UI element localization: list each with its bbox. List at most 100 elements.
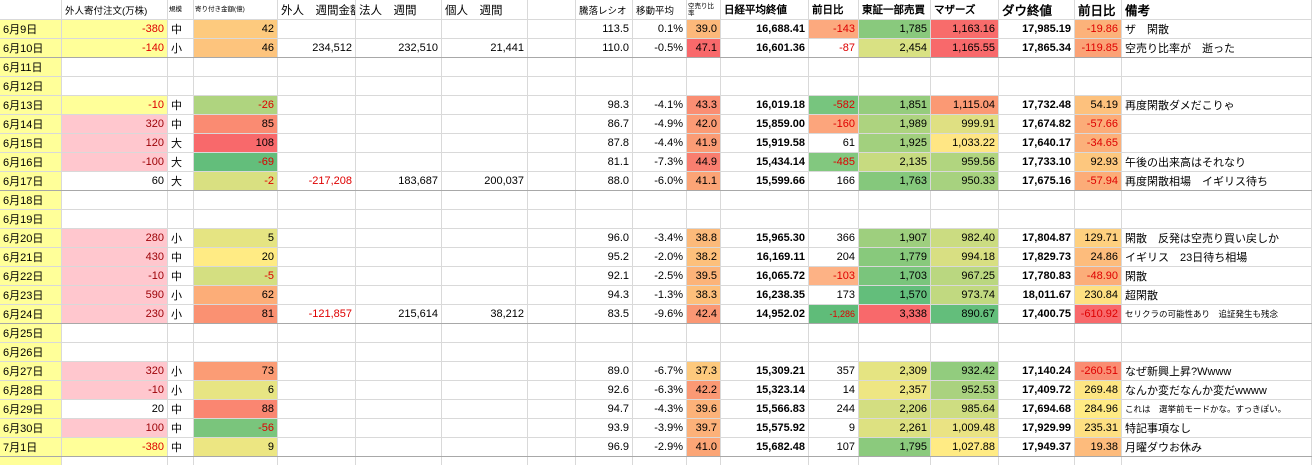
foreign-weekly-cell[interactable] — [278, 96, 356, 114]
spacer-cell[interactable] — [528, 305, 576, 323]
date-cell[interactable]: 6月23日 — [0, 286, 62, 304]
individual-weekly-cell[interactable] — [442, 153, 528, 171]
foreign-order-cell[interactable] — [62, 457, 168, 465]
updown-ratio-cell[interactable] — [576, 324, 633, 342]
individual-weekly-cell[interactable] — [442, 191, 528, 209]
foreign-order-cell[interactable] — [62, 58, 168, 76]
remarks-cell[interactable]: 空売り比率が 逝った — [1122, 39, 1312, 57]
short-ratio-cell[interactable] — [687, 210, 721, 228]
spacer-cell[interactable] — [528, 20, 576, 38]
dow-close-cell[interactable]: 18,011.67 — [999, 286, 1075, 304]
spacer-cell[interactable] — [528, 362, 576, 380]
column-header-short-ratio[interactable]: 空売り比率 — [687, 0, 721, 19]
spacer-cell[interactable] — [528, 134, 576, 152]
dow-close-cell[interactable] — [999, 324, 1075, 342]
short-ratio-cell[interactable]: 47.1 — [687, 39, 721, 57]
tse-volume-cell[interactable] — [859, 77, 931, 95]
foreign-weekly-cell[interactable] — [278, 419, 356, 437]
mothers-cell[interactable]: 994.18 — [931, 248, 999, 266]
remarks-cell[interactable]: 閑散 — [1122, 267, 1312, 285]
corporate-weekly-cell[interactable] — [356, 229, 442, 247]
opening-amount-cell[interactable]: 6 — [194, 381, 278, 399]
nikkei-close-cell[interactable]: 15,599.66 — [721, 172, 809, 190]
tse-volume-cell[interactable]: 1,570 — [859, 286, 931, 304]
dow-close-cell[interactable] — [999, 343, 1075, 361]
foreign-order-cell[interactable]: -10 — [62, 267, 168, 285]
dow-close-cell[interactable]: 17,804.87 — [999, 229, 1075, 247]
individual-weekly-cell[interactable] — [442, 457, 528, 465]
dow-change-cell[interactable]: 54.19 — [1075, 96, 1122, 114]
tse-volume-cell[interactable] — [859, 457, 931, 465]
short-ratio-cell[interactable] — [687, 457, 721, 465]
moving-average-cell[interactable]: -9.6% — [633, 305, 687, 323]
nikkei-change-cell[interactable] — [809, 191, 859, 209]
nikkei-close-cell[interactable]: 15,309.21 — [721, 362, 809, 380]
nikkei-change-cell[interactable] — [809, 324, 859, 342]
dow-close-cell[interactable] — [999, 191, 1075, 209]
mothers-cell[interactable]: 959.56 — [931, 153, 999, 171]
updown-ratio-cell[interactable] — [576, 343, 633, 361]
nikkei-close-cell[interactable]: 15,323.14 — [721, 381, 809, 399]
dow-close-cell[interactable]: 17,694.68 — [999, 400, 1075, 418]
individual-weekly-cell[interactable] — [442, 419, 528, 437]
order-size-cell[interactable]: 中 — [168, 267, 194, 285]
order-size-cell[interactable]: 中 — [168, 438, 194, 456]
opening-amount-cell[interactable]: 20 — [194, 248, 278, 266]
individual-weekly-cell[interactable] — [442, 362, 528, 380]
remarks-cell[interactable]: これは 選挙前モードかな。すっきぽい。 — [1122, 400, 1312, 418]
nikkei-close-cell[interactable]: 15,566.83 — [721, 400, 809, 418]
opening-amount-cell[interactable]: 85 — [194, 115, 278, 133]
moving-average-cell[interactable]: -4.3% — [633, 400, 687, 418]
updown-ratio-cell[interactable] — [576, 457, 633, 465]
tse-volume-cell[interactable]: 1,785 — [859, 20, 931, 38]
order-size-cell[interactable]: 小 — [168, 286, 194, 304]
column-header-spacer[interactable] — [528, 0, 576, 19]
nikkei-change-cell[interactable]: -582 — [809, 96, 859, 114]
opening-amount-cell[interactable]: 88 — [194, 400, 278, 418]
nikkei-change-cell[interactable]: 166 — [809, 172, 859, 190]
date-cell[interactable]: 6月26日 — [0, 343, 62, 361]
individual-weekly-cell[interactable]: 200,037 — [442, 172, 528, 190]
foreign-weekly-cell[interactable] — [278, 77, 356, 95]
moving-average-cell[interactable]: -6.3% — [633, 381, 687, 399]
corporate-weekly-cell[interactable] — [356, 20, 442, 38]
tse-volume-cell[interactable]: 1,795 — [859, 438, 931, 456]
dow-change-cell[interactable]: -57.66 — [1075, 115, 1122, 133]
short-ratio-cell[interactable]: 41.9 — [687, 134, 721, 152]
dow-close-cell[interactable]: 17,949.37 — [999, 438, 1075, 456]
individual-weekly-cell[interactable] — [442, 210, 528, 228]
order-size-cell[interactable] — [168, 210, 194, 228]
mothers-cell[interactable] — [931, 457, 999, 465]
individual-weekly-cell[interactable] — [442, 381, 528, 399]
order-size-cell[interactable]: 中 — [168, 115, 194, 133]
nikkei-close-cell[interactable]: 15,965.30 — [721, 229, 809, 247]
nikkei-change-cell[interactable]: 61 — [809, 134, 859, 152]
column-header-updown-ratio[interactable]: 騰落レシオ — [576, 0, 633, 19]
corporate-weekly-cell[interactable] — [356, 58, 442, 76]
remarks-cell[interactable] — [1122, 457, 1312, 465]
corporate-weekly-cell[interactable] — [356, 267, 442, 285]
short-ratio-cell[interactable]: 39.6 — [687, 400, 721, 418]
spacer-cell[interactable] — [528, 248, 576, 266]
nikkei-close-cell[interactable]: 15,682.48 — [721, 438, 809, 456]
date-cell[interactable]: 6月30日 — [0, 419, 62, 437]
dow-close-cell[interactable]: 17,865.34 — [999, 39, 1075, 57]
date-cell[interactable]: 6月13日 — [0, 96, 62, 114]
updown-ratio-cell[interactable]: 92.6 — [576, 381, 633, 399]
foreign-weekly-cell[interactable] — [278, 20, 356, 38]
opening-amount-cell[interactable]: 5 — [194, 229, 278, 247]
spacer-cell[interactable] — [528, 172, 576, 190]
dow-change-cell[interactable] — [1075, 191, 1122, 209]
nikkei-close-cell[interactable]: 15,575.92 — [721, 419, 809, 437]
mothers-cell[interactable]: 985.64 — [931, 400, 999, 418]
foreign-weekly-cell[interactable] — [278, 381, 356, 399]
nikkei-close-cell[interactable] — [721, 343, 809, 361]
date-cell[interactable]: 6月16日 — [0, 153, 62, 171]
individual-weekly-cell[interactable]: 38,212 — [442, 305, 528, 323]
foreign-weekly-cell[interactable] — [278, 343, 356, 361]
updown-ratio-cell[interactable]: 83.5 — [576, 305, 633, 323]
mothers-cell[interactable]: 1,009.48 — [931, 419, 999, 437]
mothers-cell[interactable]: 1,163.16 — [931, 20, 999, 38]
moving-average-cell[interactable] — [633, 77, 687, 95]
foreign-order-cell[interactable]: 120 — [62, 134, 168, 152]
